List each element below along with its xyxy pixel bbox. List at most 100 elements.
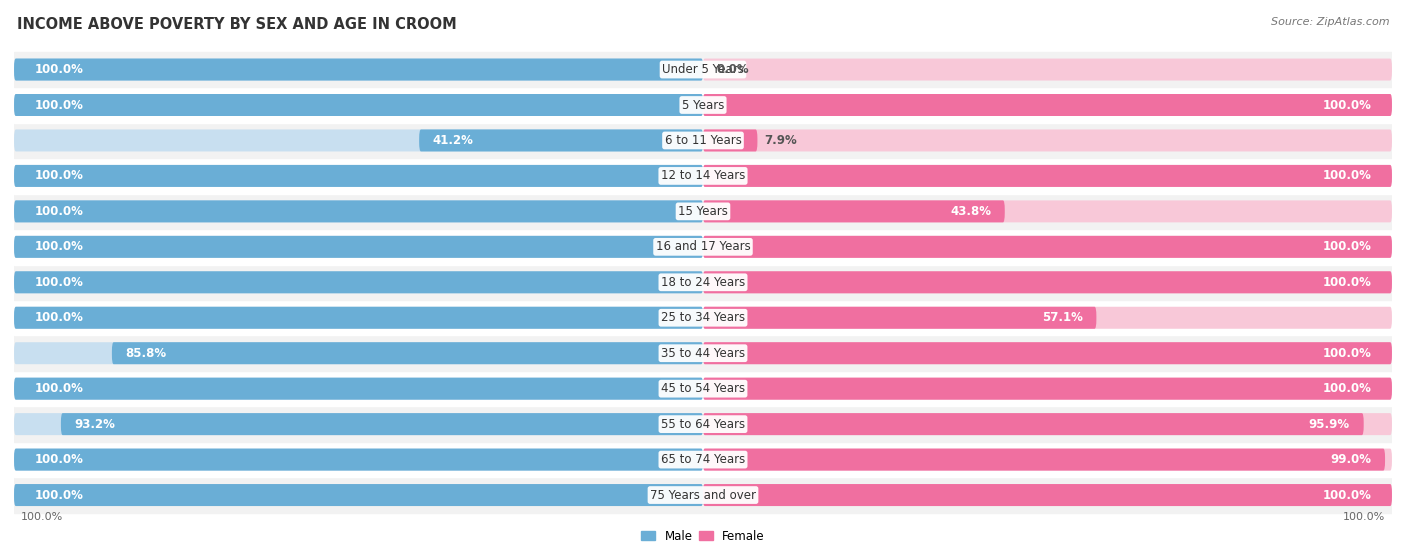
- Bar: [14, 264, 1392, 300]
- Text: 25 to 34 Years: 25 to 34 Years: [661, 311, 745, 324]
- FancyBboxPatch shape: [703, 271, 1392, 293]
- FancyBboxPatch shape: [703, 448, 1392, 471]
- FancyBboxPatch shape: [703, 236, 1392, 258]
- Bar: [14, 87, 1392, 123]
- Text: 100.0%: 100.0%: [21, 512, 63, 522]
- FancyBboxPatch shape: [14, 200, 703, 222]
- FancyBboxPatch shape: [703, 200, 1005, 222]
- Text: 100.0%: 100.0%: [35, 489, 83, 501]
- Text: 57.1%: 57.1%: [1042, 311, 1083, 324]
- Text: 100.0%: 100.0%: [1323, 347, 1371, 359]
- Text: Source: ZipAtlas.com: Source: ZipAtlas.com: [1271, 17, 1389, 27]
- Text: 41.2%: 41.2%: [433, 134, 474, 147]
- Legend: Male, Female: Male, Female: [637, 525, 769, 547]
- Text: 55 to 64 Years: 55 to 64 Years: [661, 418, 745, 430]
- Text: 100.0%: 100.0%: [35, 276, 83, 289]
- Text: 100.0%: 100.0%: [35, 63, 83, 76]
- FancyBboxPatch shape: [14, 165, 703, 187]
- Text: 100.0%: 100.0%: [1343, 512, 1385, 522]
- Text: Under 5 Years: Under 5 Years: [662, 63, 744, 76]
- Text: 12 to 14 Years: 12 to 14 Years: [661, 169, 745, 182]
- Bar: [14, 158, 1392, 193]
- FancyBboxPatch shape: [14, 378, 703, 400]
- FancyBboxPatch shape: [703, 484, 1392, 506]
- Text: 75 Years and over: 75 Years and over: [650, 489, 756, 501]
- Text: 45 to 54 Years: 45 to 54 Years: [661, 382, 745, 395]
- Text: 16 and 17 Years: 16 and 17 Years: [655, 240, 751, 253]
- FancyBboxPatch shape: [703, 484, 1392, 506]
- Text: 15 Years: 15 Years: [678, 205, 728, 218]
- Text: 7.9%: 7.9%: [765, 134, 797, 147]
- FancyBboxPatch shape: [419, 130, 703, 151]
- FancyBboxPatch shape: [14, 94, 703, 116]
- FancyBboxPatch shape: [14, 130, 703, 151]
- FancyBboxPatch shape: [703, 271, 1392, 293]
- Text: 95.9%: 95.9%: [1309, 418, 1350, 430]
- Text: 100.0%: 100.0%: [35, 169, 83, 182]
- Bar: [14, 371, 1392, 406]
- FancyBboxPatch shape: [703, 413, 1392, 435]
- Bar: [14, 123, 1392, 158]
- FancyBboxPatch shape: [703, 413, 1364, 435]
- FancyBboxPatch shape: [14, 307, 703, 329]
- FancyBboxPatch shape: [14, 271, 703, 293]
- FancyBboxPatch shape: [703, 378, 1392, 400]
- Text: 100.0%: 100.0%: [35, 453, 83, 466]
- FancyBboxPatch shape: [14, 448, 703, 471]
- FancyBboxPatch shape: [14, 59, 703, 80]
- FancyBboxPatch shape: [14, 448, 703, 471]
- Text: 100.0%: 100.0%: [1323, 276, 1371, 289]
- FancyBboxPatch shape: [14, 59, 703, 80]
- FancyBboxPatch shape: [703, 94, 1392, 116]
- Bar: [14, 406, 1392, 442]
- FancyBboxPatch shape: [703, 342, 1392, 364]
- FancyBboxPatch shape: [703, 307, 1392, 329]
- Bar: [14, 300, 1392, 335]
- FancyBboxPatch shape: [60, 413, 703, 435]
- Bar: [14, 52, 1392, 87]
- Text: 100.0%: 100.0%: [1323, 98, 1371, 111]
- FancyBboxPatch shape: [703, 307, 1097, 329]
- FancyBboxPatch shape: [14, 165, 703, 187]
- Text: 85.8%: 85.8%: [125, 347, 167, 359]
- FancyBboxPatch shape: [14, 94, 703, 116]
- Bar: [14, 442, 1392, 477]
- Text: 35 to 44 Years: 35 to 44 Years: [661, 347, 745, 359]
- Text: 100.0%: 100.0%: [35, 240, 83, 253]
- Text: 100.0%: 100.0%: [1323, 489, 1371, 501]
- FancyBboxPatch shape: [703, 165, 1392, 187]
- FancyBboxPatch shape: [703, 165, 1392, 187]
- Text: 100.0%: 100.0%: [1323, 169, 1371, 182]
- Text: 65 to 74 Years: 65 to 74 Years: [661, 453, 745, 466]
- FancyBboxPatch shape: [703, 342, 1392, 364]
- Text: 100.0%: 100.0%: [35, 98, 83, 111]
- Text: INCOME ABOVE POVERTY BY SEX AND AGE IN CROOM: INCOME ABOVE POVERTY BY SEX AND AGE IN C…: [17, 17, 457, 32]
- Bar: [14, 477, 1392, 513]
- FancyBboxPatch shape: [112, 342, 703, 364]
- Text: 100.0%: 100.0%: [35, 382, 83, 395]
- Text: 18 to 24 Years: 18 to 24 Years: [661, 276, 745, 289]
- FancyBboxPatch shape: [703, 130, 1392, 151]
- FancyBboxPatch shape: [14, 378, 703, 400]
- FancyBboxPatch shape: [703, 94, 1392, 116]
- FancyBboxPatch shape: [14, 236, 703, 258]
- Text: 100.0%: 100.0%: [1323, 382, 1371, 395]
- FancyBboxPatch shape: [14, 200, 703, 222]
- FancyBboxPatch shape: [14, 413, 703, 435]
- FancyBboxPatch shape: [14, 484, 703, 506]
- Bar: [14, 193, 1392, 229]
- FancyBboxPatch shape: [703, 200, 1392, 222]
- Text: 100.0%: 100.0%: [35, 311, 83, 324]
- Text: 5 Years: 5 Years: [682, 98, 724, 111]
- Text: 43.8%: 43.8%: [950, 205, 991, 218]
- FancyBboxPatch shape: [14, 484, 703, 506]
- FancyBboxPatch shape: [14, 307, 703, 329]
- Text: 100.0%: 100.0%: [35, 205, 83, 218]
- Text: 100.0%: 100.0%: [1323, 240, 1371, 253]
- FancyBboxPatch shape: [14, 342, 703, 364]
- FancyBboxPatch shape: [703, 130, 758, 151]
- Bar: [14, 229, 1392, 264]
- Text: 99.0%: 99.0%: [1330, 453, 1371, 466]
- Text: 93.2%: 93.2%: [75, 418, 115, 430]
- FancyBboxPatch shape: [14, 271, 703, 293]
